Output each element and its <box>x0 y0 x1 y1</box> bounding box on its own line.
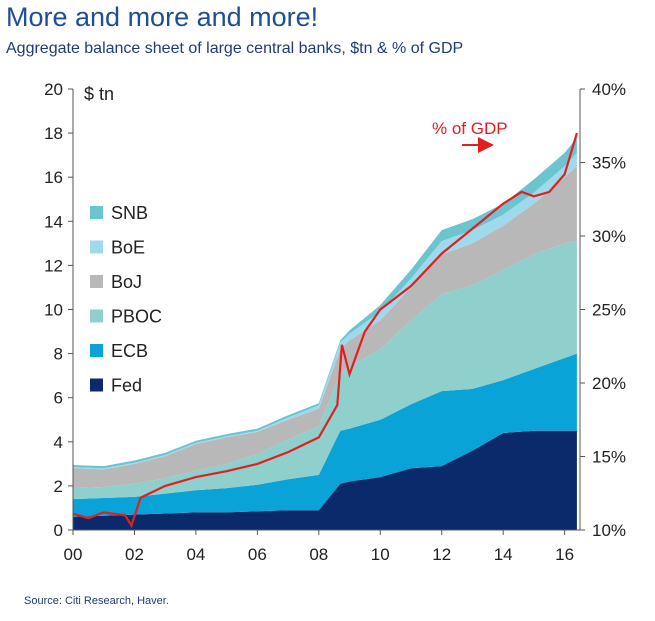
legend-label-snb: SNB <box>111 203 148 223</box>
y-left-tick-label: 8 <box>54 345 63 364</box>
y-right-tick-label: 10% <box>592 521 626 540</box>
area-ecb <box>73 353 577 517</box>
legend-label-ecb: ECB <box>111 341 148 361</box>
y-right-tick-label: 20% <box>592 374 626 393</box>
y-left-tick-label: 10 <box>44 301 63 320</box>
x-tick-label: 02 <box>125 545 144 564</box>
y-left-tick-label: 0 <box>54 521 63 540</box>
x-tick-label: 14 <box>494 545 513 564</box>
y-left-tick-label: 20 <box>44 80 63 99</box>
y-left-tick-label: 14 <box>44 212 63 231</box>
x-tick-label: 16 <box>555 545 574 564</box>
legend-label-boj: BoJ <box>111 272 142 292</box>
y-right-tick-label: 15% <box>592 448 626 467</box>
chart-svg: 0 2 4 6 8 10 12 14 16 18 20 10% 15% 20% 25% 30% 35% 4 0 % … <box>44 80 626 564</box>
y-left-tick-label: 12 <box>44 256 63 275</box>
left-axis-ticks: 0 2 4 6 8 10 12 14 16 18 20 <box>44 80 73 540</box>
x-tick-label: 04 <box>186 545 205 564</box>
x-axis-ticks: 00 02 04 06 08 10 12 14 16 <box>64 530 574 564</box>
legend-swatch-boj <box>90 275 103 288</box>
pct-gdp-annotation-text: % of GDP <box>432 119 508 138</box>
legend-swatch-fed <box>90 378 103 392</box>
y-right-tick-label: 40% <box>592 80 626 99</box>
y-left-tick-label: 18 <box>44 124 63 143</box>
y-left-tick-label: 16 <box>44 168 63 187</box>
legend-swatch-ecb <box>90 344 103 357</box>
pct-gdp-line <box>72 132 578 529</box>
legend-label-pboc: PBOC <box>111 307 162 327</box>
y-right-tick-label: 35% <box>592 154 626 173</box>
pct-gdp-annotation: % of GDP <box>432 119 508 153</box>
area-fed <box>73 430 577 530</box>
area-pboc <box>73 241 577 500</box>
x-tick-label: 10 <box>371 545 390 564</box>
legend: SNB BoE BoJ PBOC ECB Fed <box>90 203 162 396</box>
y-right-tick-label: 25% <box>592 301 626 320</box>
y-left-tick-label: 6 <box>54 389 63 408</box>
legend-swatch-snb <box>90 206 103 219</box>
x-tick-label: 12 <box>432 545 451 564</box>
x-tick-label: 00 <box>64 545 83 564</box>
y-left-tick-label: 2 <box>54 477 63 496</box>
left-axis-label: $ tn <box>84 84 114 104</box>
chart-title: More and more and more! <box>6 2 319 32</box>
stacked-areas <box>73 137 577 530</box>
chart-subtitle: Aggregate balance sheet of large central… <box>6 40 464 57</box>
y-right-tick-label: 30% <box>592 227 626 246</box>
source-note: Source: Citi Research, Haver. <box>24 595 169 607</box>
pct-gdp-line-group <box>72 132 578 529</box>
y-left-tick-label: 4 <box>54 433 63 452</box>
x-tick-label: 08 <box>309 545 328 564</box>
legend-swatch-pboc <box>90 309 103 323</box>
legend-swatch-boe <box>90 240 103 254</box>
legend-label-fed: Fed <box>111 376 142 396</box>
legend-label-boe: BoE <box>111 238 145 258</box>
x-tick-label: 06 <box>248 545 267 564</box>
right-axis-ticks: 10% 15% 20% 25% 30% 35% 40% <box>580 80 626 540</box>
